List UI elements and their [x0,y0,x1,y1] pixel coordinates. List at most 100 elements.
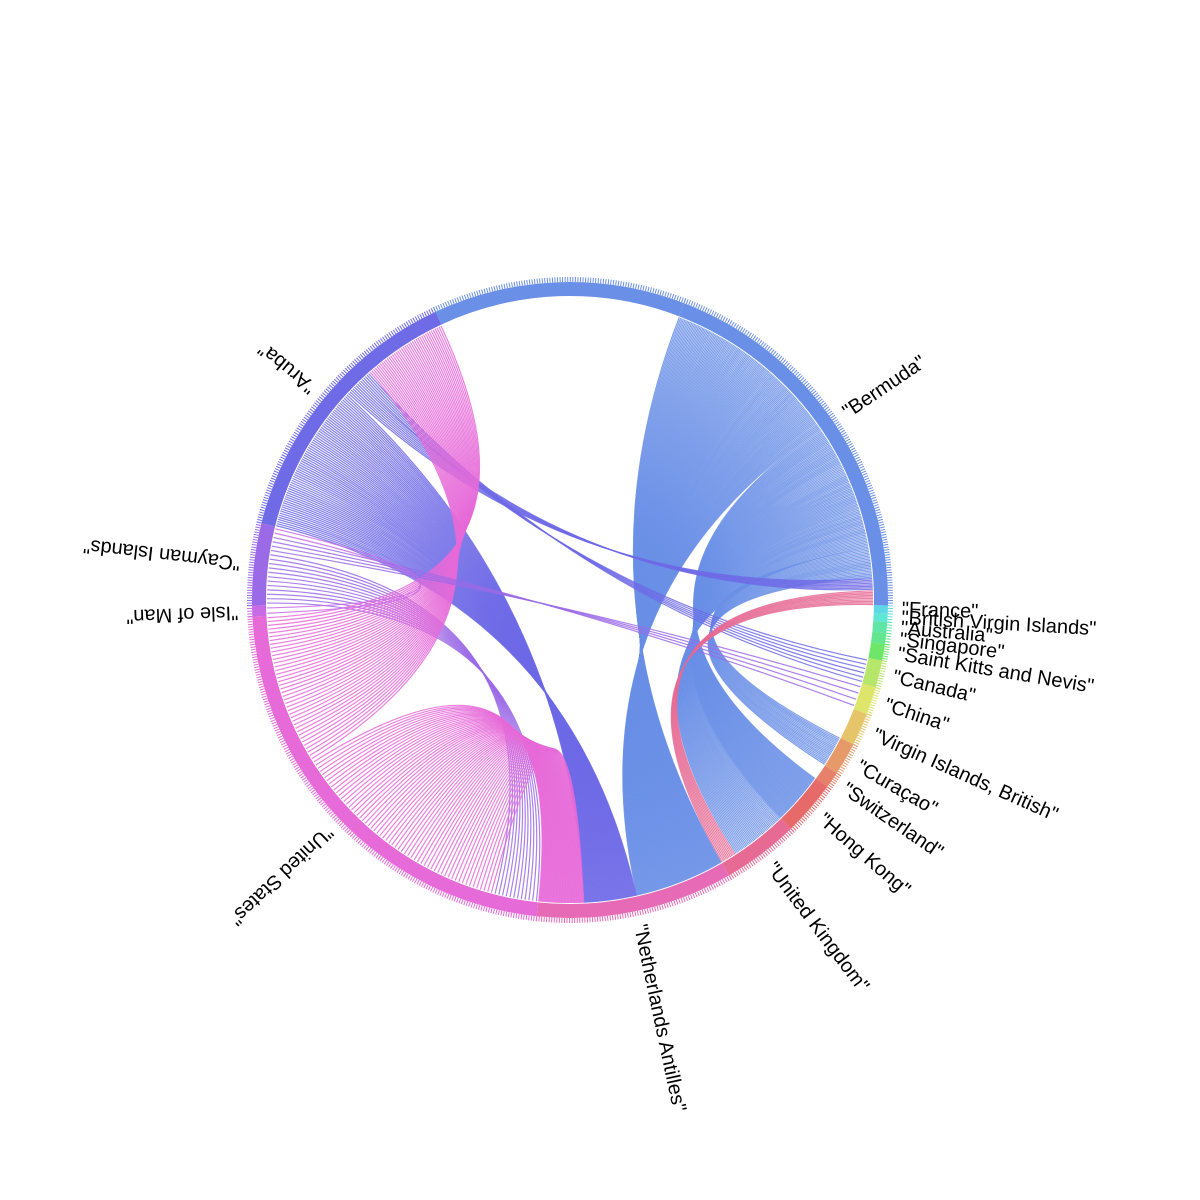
tick-netherlands [604,916,606,922]
tick-us [510,912,513,918]
tick-aruba [317,398,322,403]
tick-uk [771,845,776,850]
tick-aruba [295,429,300,434]
tick-uk [745,864,750,870]
tick-us [394,866,398,872]
tick-bermuda2 [612,279,615,286]
tick-hongkong [811,806,816,811]
tick-uk [783,835,788,840]
tick-us [259,688,265,691]
tick-aruba [276,463,282,467]
tick-us [495,909,498,915]
tick-us [274,728,280,732]
tick-us [500,910,503,916]
tick-us [359,841,364,846]
tick-aruba [283,449,289,453]
tick-uk [749,861,754,867]
tick-bermuda [801,378,807,384]
tick-bermuda [806,384,812,389]
ribbon-isleofman-cayman [267,528,422,609]
tick-aruba [300,420,306,425]
tick-bermuda2 [639,284,643,291]
tick-bermuda [860,468,866,472]
tick-aruba [299,423,304,427]
tick-cayman [252,541,258,544]
tick-aruba [405,321,410,327]
tick-stkitts [883,650,889,653]
ribbon-cayman-china [273,536,855,707]
tick-bermuda [885,559,891,561]
tick-netherlands [631,911,634,917]
tick-uk [788,830,793,835]
tick-bermuda [764,344,769,350]
tick-singapore [885,635,891,638]
tick-aruba [380,338,384,343]
tick-bermuda [733,322,737,328]
tick-aruba [274,468,280,472]
tick-netherlands [624,913,627,919]
tick-uk [775,841,780,847]
tick-aruba [315,400,321,405]
tick-netherlands [687,895,691,901]
tick-us [261,695,267,698]
tick-uk [767,848,772,853]
tick-aruba [335,376,341,382]
tick-uk [755,857,760,863]
tick-us [371,850,376,856]
tick-us [416,879,420,885]
arc-cayman [252,523,276,606]
tick-netherlands [694,892,698,898]
tick-bermuda [851,449,857,453]
tick-us [321,803,327,808]
tick-us [418,880,422,886]
tick-us [441,891,445,897]
tick-aruba [352,360,357,366]
tick-aruba [330,382,335,387]
tick-us [333,816,338,821]
tick-vi_british [865,715,871,719]
tick-bermuda [849,445,854,449]
tick-bermuda [803,380,808,385]
tick-us [423,883,427,889]
tick-bermuda2 [673,294,677,300]
tick-bermuda2 [456,297,460,303]
tick-bermuda [818,398,823,403]
tick-aruba [261,504,267,507]
tick-us [473,903,476,909]
tick-us [281,742,287,746]
tick-bermuda2 [681,297,684,303]
tick-uk [753,858,758,864]
tick-bermuda2 [486,287,489,293]
tick-bermuda [819,400,825,405]
tick-netherlands [724,877,728,883]
tick-bermuda [826,408,831,413]
tick-us [446,893,450,899]
tick-aruba [390,330,395,336]
tick-us [381,858,386,863]
tick-bermuda2 [610,279,612,285]
labels-layer: "Bermuda""France""British Virgin Islands… [82,338,1097,1114]
tick-bermuda [864,477,870,481]
tick-bermuda2 [617,280,620,286]
tick-bermuda2 [632,283,635,289]
tick-bermuda [704,307,708,313]
tick-bermuda [816,396,822,401]
tick-bermuda [886,566,892,569]
tick-aruba [377,339,382,345]
tick-us [249,641,255,643]
tick-aruba [337,375,342,380]
tick-uk [747,863,752,868]
tick-bermuda2 [528,279,531,285]
tick-us [468,901,471,907]
tick-bermuda [798,375,803,380]
tick-us [271,721,277,725]
tick-us [278,737,284,741]
tick-bermuda [862,472,868,476]
tick-bermuda2 [607,279,610,285]
tick-netherlands [611,915,614,921]
tick-us [533,915,535,922]
tick-curacao [848,752,854,757]
tick-us [430,886,434,892]
tick-aruba [318,396,324,401]
tick-us [300,775,306,779]
